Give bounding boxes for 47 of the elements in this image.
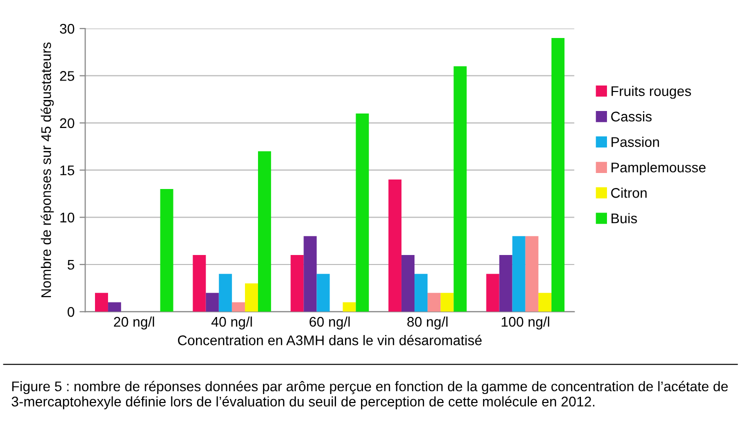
bar xyxy=(304,236,317,312)
legend-label: Citron xyxy=(611,188,647,198)
bar xyxy=(342,302,356,312)
bar xyxy=(258,151,272,312)
legend-label: Pamplemousse xyxy=(612,162,706,176)
bar xyxy=(512,236,526,312)
bar xyxy=(356,113,369,312)
bar xyxy=(486,274,500,312)
bar xyxy=(440,292,454,312)
bar xyxy=(108,302,122,312)
bar xyxy=(232,302,245,312)
legend-label: Passion xyxy=(612,136,659,147)
x-tick-label: 60 ng/l xyxy=(310,316,350,330)
x-tick-label: 100 ng/l xyxy=(502,316,550,330)
x-tick-label: 80 ng/l xyxy=(407,316,448,330)
caption: Figure 5 : nombre de réponses données par arôme perçue en fonction de la gamme de concentration de l’acétate de 3-mercaptohexyle définie lors de l’évaluation du seuil de perception de cette molécule en 2012. xyxy=(12,380,728,410)
y-tick-label: 10 xyxy=(60,212,74,222)
legend-label: Fruits rouges xyxy=(612,86,691,99)
legend-label: Cassis xyxy=(611,111,652,122)
bar xyxy=(316,274,330,312)
bar xyxy=(290,255,304,312)
legend-label: Buis xyxy=(612,213,637,224)
bar xyxy=(401,255,415,312)
y-tick-label: 25 xyxy=(60,71,74,81)
bar xyxy=(192,255,206,312)
bar xyxy=(244,283,258,312)
bar xyxy=(499,255,512,312)
bar xyxy=(160,188,174,312)
bar xyxy=(388,180,402,312)
bar xyxy=(551,38,564,312)
y-tick-label: 0 xyxy=(68,307,74,317)
bar xyxy=(206,292,219,312)
y-tick-label: 15 xyxy=(60,166,74,176)
bar xyxy=(538,292,552,312)
bar xyxy=(454,66,467,312)
bar xyxy=(525,236,538,312)
bar xyxy=(94,292,108,312)
x-tick-label: 40 ng/l xyxy=(211,316,252,330)
y-tick-label: 30 xyxy=(60,24,74,34)
y-axis-title: Nombre de réponses sur 45 dégustateurs xyxy=(40,42,54,298)
bar xyxy=(218,274,232,312)
y-tick-label: 5 xyxy=(68,260,74,270)
y-tick-label: 20 xyxy=(60,118,74,128)
x-tick-label: 20 ng/l xyxy=(114,316,154,330)
x-axis-title: Concentration en A3MH dans le vin désaromatisé xyxy=(178,334,482,346)
bar xyxy=(428,292,441,312)
bar xyxy=(414,274,428,312)
